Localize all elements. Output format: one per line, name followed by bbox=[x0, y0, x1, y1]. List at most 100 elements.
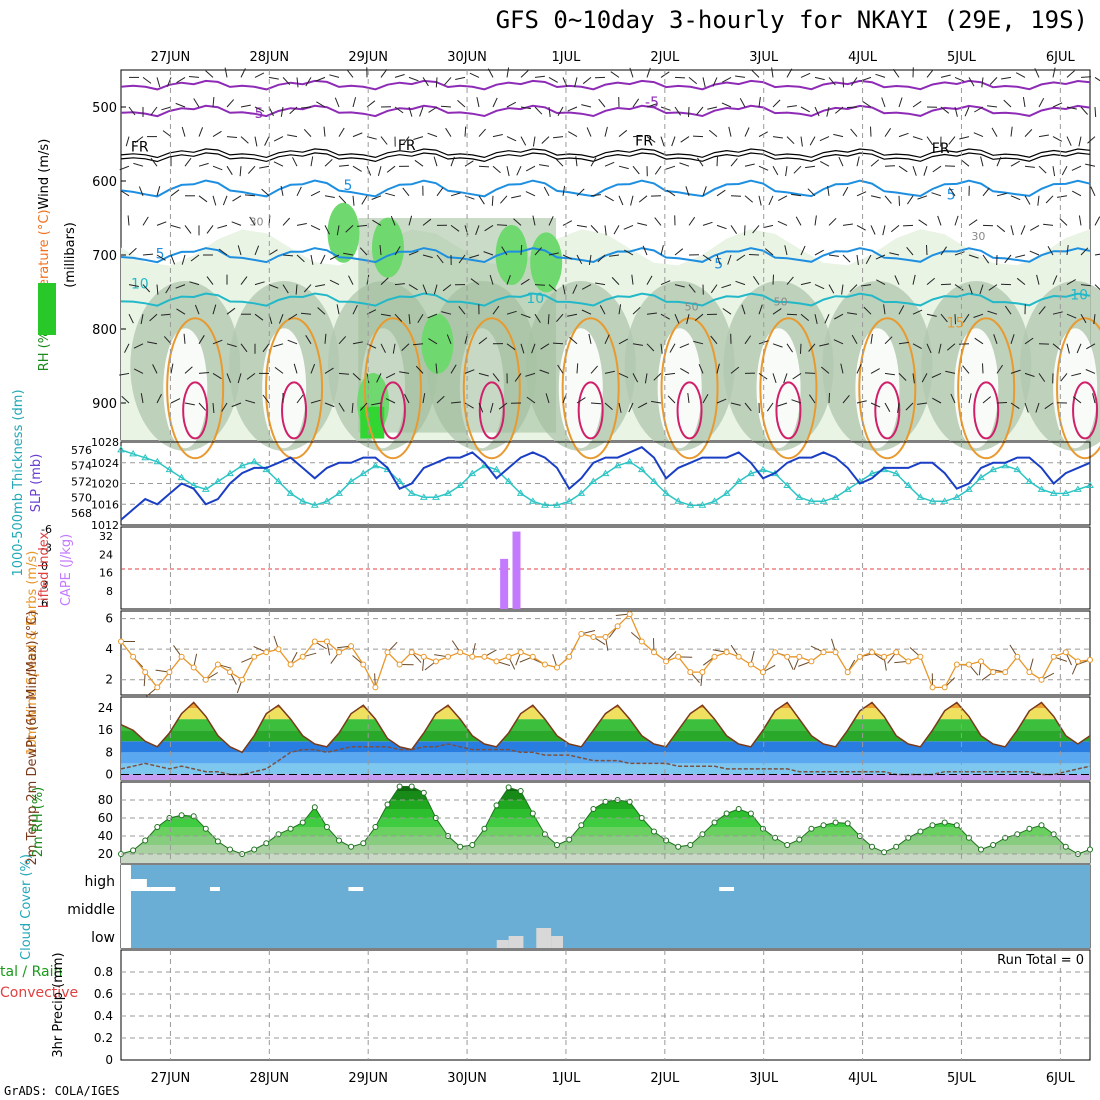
wind-barb bbox=[226, 165, 233, 175]
wind-barb bbox=[1052, 67, 1056, 78]
thickness-point bbox=[892, 469, 901, 477]
wind-barb bbox=[890, 225, 900, 233]
wind-barb bbox=[736, 254, 746, 262]
temp-tick-label: 8 bbox=[105, 745, 113, 759]
wind-barb bbox=[632, 306, 641, 315]
wind-barb bbox=[428, 338, 438, 345]
wind10m-point bbox=[396, 661, 403, 668]
wind-barb bbox=[785, 166, 788, 177]
wind-barb bbox=[954, 314, 956, 325]
thickness-tick-label: 568 bbox=[71, 507, 92, 520]
wind-barb bbox=[240, 136, 249, 144]
wind-barb bbox=[442, 284, 452, 292]
rh-point bbox=[1087, 846, 1093, 853]
rh-point bbox=[1050, 831, 1057, 838]
wind-barb bbox=[142, 284, 151, 293]
wind-barb bbox=[604, 195, 614, 202]
wind-barb bbox=[959, 136, 970, 140]
temp-contour-15 bbox=[759, 317, 818, 460]
wind10m-point bbox=[299, 653, 306, 660]
wind-barb bbox=[698, 364, 704, 374]
rh-point bbox=[747, 810, 754, 817]
thickness-point bbox=[868, 469, 876, 477]
wind-barb bbox=[642, 245, 648, 256]
wind-barb bbox=[273, 161, 284, 167]
wind-barb bbox=[140, 393, 144, 404]
wind-barb bbox=[371, 195, 382, 200]
thickness-point bbox=[928, 497, 937, 504]
wind-barb bbox=[993, 334, 998, 344]
wind-barb bbox=[440, 105, 452, 108]
wind-barb bbox=[968, 219, 978, 226]
wind-barb bbox=[954, 251, 965, 256]
wind-barb bbox=[147, 341, 158, 345]
wind-barb bbox=[741, 304, 746, 315]
wind-barb bbox=[710, 284, 718, 294]
wind-barb bbox=[156, 254, 166, 261]
wind-barb bbox=[556, 313, 564, 323]
wind-barb bbox=[170, 254, 176, 265]
wind-barb bbox=[827, 185, 830, 196]
wind-barb bbox=[175, 102, 186, 108]
wind-barb bbox=[1076, 343, 1082, 354]
wind-barb bbox=[124, 343, 130, 353]
wind-barb bbox=[814, 249, 824, 256]
wind-barb bbox=[716, 254, 721, 265]
cloud-panel: high middle low Cloud Cover (%) bbox=[19, 854, 1091, 960]
wind-barb bbox=[513, 218, 522, 226]
cloud-level-label: high bbox=[84, 874, 115, 890]
wind-barb bbox=[492, 373, 500, 382]
wind-barb bbox=[926, 343, 932, 354]
wind-barb bbox=[232, 195, 242, 202]
thickness-point bbox=[940, 497, 949, 504]
wind-barb bbox=[212, 195, 217, 206]
wind-barb bbox=[520, 70, 529, 78]
wind-barb bbox=[492, 97, 498, 108]
wind-barb bbox=[637, 402, 648, 409]
wind-barb bbox=[380, 313, 391, 317]
wind-barb bbox=[478, 128, 486, 137]
wind-barb bbox=[722, 308, 732, 315]
thickness-point bbox=[674, 497, 683, 504]
wind-barb bbox=[996, 402, 1008, 404]
wind-barb bbox=[786, 313, 798, 316]
rh-point bbox=[251, 846, 258, 853]
wind-barb bbox=[632, 373, 639, 383]
wind-barb bbox=[390, 215, 396, 226]
wind-barb bbox=[1029, 250, 1040, 256]
wind-barb bbox=[800, 106, 810, 113]
wind-barb bbox=[716, 398, 727, 404]
panel-frame bbox=[120, 949, 1091, 1061]
wind-barb bbox=[921, 373, 928, 383]
contour-label: 50 bbox=[685, 301, 699, 314]
wind-barb bbox=[212, 130, 222, 138]
wind-barb bbox=[385, 372, 396, 379]
rh-point bbox=[457, 843, 464, 850]
wind-barb bbox=[1038, 373, 1046, 382]
wind-barb bbox=[912, 166, 917, 176]
wind-barb bbox=[184, 402, 195, 406]
wind-barb bbox=[842, 223, 853, 226]
wind-barb bbox=[1010, 334, 1015, 344]
wind-barb bbox=[450, 156, 455, 167]
thickness-tick-label: 572 bbox=[71, 476, 92, 489]
rh-point bbox=[675, 843, 682, 850]
thickness-point bbox=[843, 485, 852, 492]
rh-point bbox=[214, 838, 221, 845]
wind-barb bbox=[772, 99, 781, 108]
wind-barb bbox=[926, 244, 928, 256]
thickness-point bbox=[323, 497, 331, 504]
wind-barb bbox=[226, 373, 232, 383]
thickness-point bbox=[1086, 481, 1094, 488]
wind-barb bbox=[278, 314, 284, 324]
wind-barb bbox=[548, 76, 558, 83]
wind-barb bbox=[814, 215, 817, 226]
thickness-point bbox=[807, 497, 816, 504]
wind-barb bbox=[912, 136, 923, 141]
rh2m-ylabel: 2m RH (%) bbox=[31, 787, 46, 858]
wind-barb bbox=[1024, 165, 1035, 168]
wind-barb bbox=[380, 69, 388, 78]
thickness-point bbox=[952, 493, 961, 500]
wind-barb bbox=[667, 395, 676, 404]
wind-barb bbox=[894, 275, 900, 285]
